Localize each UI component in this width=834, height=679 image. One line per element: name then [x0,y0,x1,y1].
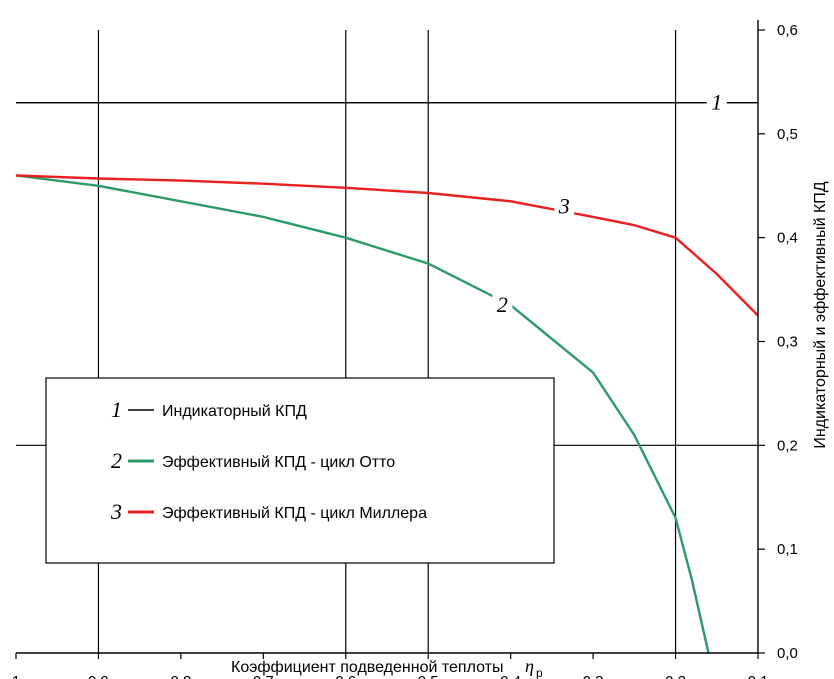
curve-labels: 1 2 3 [492,88,727,317]
legend-label-1: Индикаторный КПД [162,403,307,420]
series-group [15,101,759,654]
x-tick-label: 0,8 [170,673,191,679]
x-axis-symbol: η [525,656,534,676]
x-axis-symbol-subscript: p [536,666,543,679]
legend-label-3: Эффективный КПД - цикл Миллера [162,505,427,522]
legend-label-2: Эффективный КПД - цикл Отто [162,454,395,471]
curve-label-bg [492,291,513,316]
x-axis-title: Коэффициент подведенной теплоты [231,659,503,676]
x-tick-label: 0,5 [418,673,439,679]
y-axis-title: Индикаторный и эффективный КПД [812,181,829,448]
curve-label-3: 3 [558,194,570,219]
legend-id-1: 1 [111,397,122,422]
axes: 1 0,9 0,8 0,7 0,6 0,5 0,4 0,3 0,2 0,1 0,0 0,1 0,2 0,3… [12,20,798,679]
curve-label-bg [706,88,727,113]
curve-label-2: 2 [497,292,508,317]
series-line-3 [15,174,759,317]
x-tick-label: 0,3 [583,673,604,679]
series-line-2 [15,174,710,654]
y-tick-label: 0,2 [777,437,798,454]
y-tick-label: 0,1 [777,541,798,558]
y-tick-label: 0,6 [777,22,798,39]
legend-id-2: 2 [111,448,122,473]
curve-label-bg [554,192,575,217]
legend-box [45,377,555,564]
legend: 1 Индикаторный КПД 2 Эффективный КПД - цикл… [45,377,555,564]
y-tick-label: 0,3 [777,334,798,351]
x-tick-label: 0,2 [665,673,686,679]
y-tick-label: 0,4 [777,230,798,247]
y-tick-label: 0,0 [777,645,798,662]
x-tick-label: 1 [12,673,20,679]
x-tick-label: 0,6 [335,673,356,679]
x-tick-label: 0,7 [253,673,274,679]
x-tick-label: 0,9 [88,673,109,679]
curve-label-1: 1 [711,90,722,115]
x-tick-label: 0,4 [500,673,521,679]
y-tick-label: 0,5 [777,126,798,143]
legend-id-3: 3 [110,499,122,524]
x-tick-label: 0,1 [748,673,769,679]
